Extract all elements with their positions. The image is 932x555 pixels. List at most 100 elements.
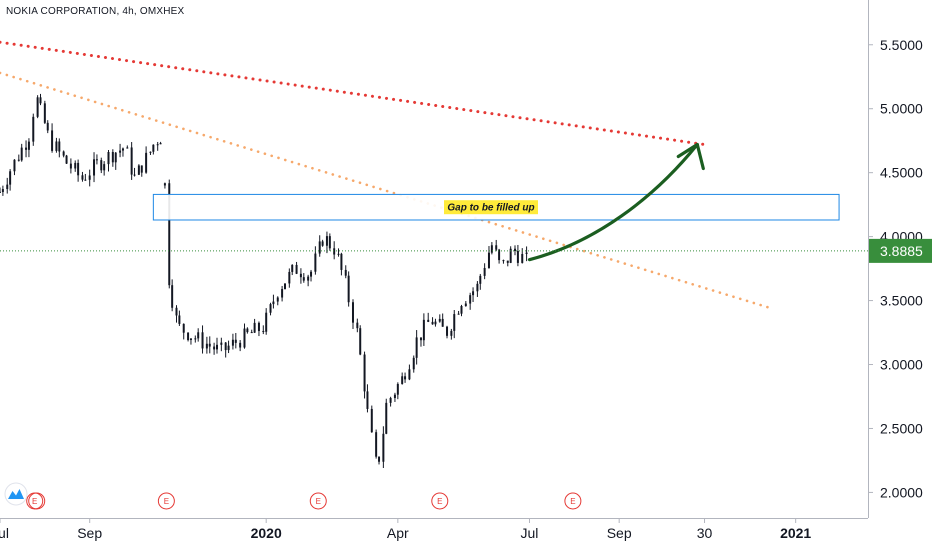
candle-body [525,252,528,254]
candle-body [302,277,305,281]
candle-body [1,189,4,193]
candle-body [337,253,340,255]
candle-body [483,267,486,276]
candle-body [382,433,385,462]
candle-body [272,301,275,305]
candle-body [84,179,87,181]
candle-body [25,147,28,150]
candle-body [295,264,298,274]
candle-body [464,303,467,307]
candle-body [55,141,58,151]
price-tick-label: 4.5000 [880,165,923,181]
candle-body [51,130,54,151]
candle-body [239,342,242,348]
candle-body [156,144,159,146]
candle-body [375,432,378,457]
candles [0,93,528,468]
time-tick-label: 2020 [251,525,282,541]
candle-body [310,271,313,277]
last-price-label-background[interactable] [869,238,932,263]
candle-body [438,318,441,322]
time-tick-label: Apr [387,525,409,541]
chart-header: NOKIA CORPORATION, 4h, OMXHEX [6,6,185,17]
earnings-marker[interactable]: E [26,492,46,510]
candle-body [171,285,174,308]
candle-body [175,307,178,316]
candle-body [347,275,350,303]
symbol-title: NOKIA CORPORATION, 4h, OMXHEX [6,6,185,17]
earnings-marker-label: E [32,497,37,506]
projection-arrow[interactable] [527,142,705,262]
time-tick-label: Jul [521,525,539,541]
earnings-marker-circle [157,492,175,510]
candle-body [393,394,396,398]
candle-body [460,306,463,314]
candle-body [502,260,505,262]
candle-body [197,332,200,339]
candle-body [213,346,216,350]
candle-body [250,332,253,334]
earnings-marker[interactable]: E [431,492,449,510]
price-tick-label: 3.5000 [880,293,923,309]
earnings-marker-circle [564,492,582,510]
candle-body [32,116,35,142]
gap-box[interactable] [152,193,840,221]
candle-body [514,248,517,251]
candle-body [224,342,227,351]
candle-body [243,328,246,348]
candle-body [145,152,148,173]
candle-body [356,322,359,329]
candle-body [431,321,434,325]
candle-body [159,143,162,145]
candle-body [333,248,336,255]
candle-body [77,162,80,176]
gap-zone[interactable]: Gap to be filled up [152,193,840,221]
candle-body [187,332,190,341]
trendlines[interactable] [0,40,773,310]
candle-body [314,253,317,272]
candle-body [9,171,12,185]
candle-body [119,150,122,153]
candle-body [231,339,234,346]
candle-body [178,315,181,324]
candle-body [415,337,418,358]
candle-body [498,249,501,261]
upper-trendline[interactable] [0,40,707,147]
candle-body [269,304,272,313]
gap-label: Gap to be filled up [447,203,534,214]
candle-body [441,318,444,327]
candle-body [495,245,498,250]
candle-body [81,175,84,180]
candle-body [137,165,140,175]
earnings-marker-circle [431,492,449,510]
time-axis[interactable]: Jul Sep 2020 Apr Jul Sep 30 2021 [0,518,868,541]
candle-body [201,332,204,349]
candle-body [281,289,284,298]
candle-body [325,236,328,246]
price-tick-label: 2.0000 [880,484,923,500]
candle-body [479,275,482,284]
earnings-marker[interactable]: E [309,492,327,510]
earnings-marker[interactable]: E [157,492,175,510]
earnings-marker-label: E [437,497,442,506]
projection-arrow-head[interactable] [676,142,705,171]
candle-body [95,159,98,161]
price-axis[interactable]: 5.50005.00004.50004.00003.50003.00002.50… [0,0,932,518]
candle-body [39,97,42,104]
candle-body [36,97,39,117]
candle-body [6,184,9,190]
lower-trendline[interactable] [0,71,773,310]
candle-body [152,144,155,152]
tradingview-logo-icon[interactable] [4,482,28,506]
candle-body [65,155,68,164]
plot-area[interactable]: Gap to be filled up E E E E E [0,40,840,510]
candle-body [205,343,208,349]
candle-body [189,338,192,341]
projection-arrow-curve[interactable] [527,142,699,262]
earnings-marker[interactable]: E [564,492,582,510]
candle-body [412,357,415,370]
candle-body [419,337,422,341]
